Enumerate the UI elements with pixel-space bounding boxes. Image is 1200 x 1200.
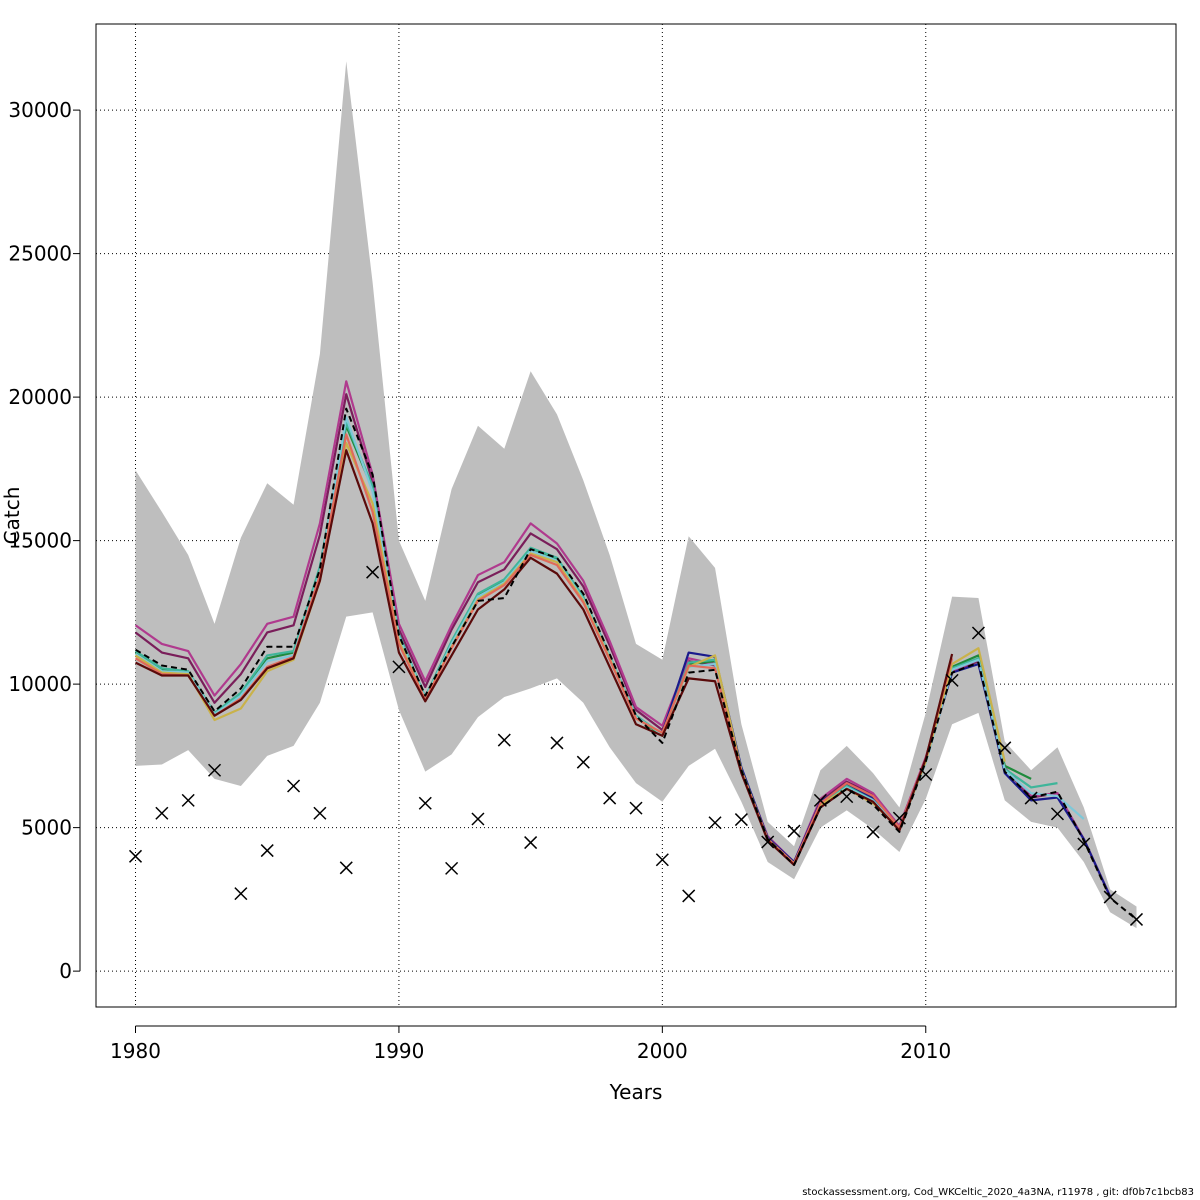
observation-stroke (892, 811, 906, 825)
observation-point-2014 (1024, 791, 1038, 805)
observation-stroke (366, 565, 380, 579)
observation-stroke (655, 853, 669, 867)
y-tick-label-30000: 30000 (8, 98, 72, 122)
observation-stroke (471, 812, 485, 826)
observation-point-1985 (260, 844, 274, 858)
axes: 1980 1990 2000 2010 0 5000 10000 15000 20000 2500… (8, 98, 951, 1063)
observation-stroke (840, 790, 854, 804)
observation-point-1984 (234, 887, 248, 901)
x-tick-label-1980: 1980 (110, 1039, 161, 1063)
x-tick-label-1990: 1990 (373, 1039, 424, 1063)
observation-point-1986 (287, 779, 301, 793)
observation-point-1995 (524, 836, 538, 850)
observation-point-1992 (445, 861, 459, 875)
y-tick-label-5000: 5000 (21, 816, 72, 840)
observation-stroke (813, 793, 827, 807)
observation-point-2017 (1103, 890, 1117, 904)
observation-point-2005 (787, 824, 801, 838)
observation-point-1999 (629, 801, 643, 815)
y-tick-label-25000: 25000 (8, 242, 72, 266)
observation-stroke (682, 889, 696, 903)
observation-point-2010 (919, 767, 933, 782)
y-tick-label-0: 0 (59, 959, 72, 983)
observation-stroke (208, 763, 222, 777)
y-tick-label-20000: 20000 (8, 385, 72, 409)
observation-point-1987 (313, 806, 327, 820)
observation-point-1983 (208, 763, 222, 777)
observation-stroke (181, 793, 195, 807)
observation-stroke (418, 796, 432, 810)
observation-point-1988 (339, 861, 353, 875)
observation-stroke (1077, 837, 1091, 851)
observation-point-2011 (945, 673, 959, 687)
observation-stroke (1050, 807, 1064, 821)
y-axis-title: Catch (0, 487, 24, 545)
observation-stroke (313, 806, 327, 820)
observation-stroke (287, 779, 301, 793)
plot-frame (95, 23, 1177, 1008)
observation-point-2002 (708, 816, 722, 830)
observation-point-2000 (655, 853, 669, 867)
observation-point-2003 (734, 813, 748, 827)
observation-stroke (1103, 890, 1117, 904)
observation-stroke (971, 626, 985, 640)
observation-stroke (761, 835, 775, 849)
observation-stroke (550, 736, 564, 750)
observation-stroke (787, 824, 801, 838)
series-line-8 (134, 433, 954, 865)
observation-point-2012 (971, 626, 985, 640)
observation-stroke (524, 836, 538, 850)
observation-point-1998 (603, 791, 617, 805)
series-line-estimate (134, 407, 1138, 921)
observation-point-2013 (998, 741, 1012, 755)
observation-stroke (445, 861, 459, 875)
observation-stroke (866, 825, 880, 839)
observation-point-1997 (576, 755, 590, 769)
observation-point-2004 (761, 835, 775, 849)
observation-stroke (603, 791, 617, 805)
observation-point-1981 (155, 806, 169, 820)
observation-stroke (392, 660, 406, 674)
observation-point-1991 (418, 796, 432, 810)
observation-stroke (1024, 791, 1038, 805)
y-tick-label-15000: 15000 (8, 529, 72, 553)
observation-stroke (497, 733, 511, 747)
observation-stroke (734, 813, 748, 827)
x-axis-title: Years (609, 1080, 663, 1104)
observation-stroke (998, 741, 1012, 755)
observation-point-2008 (866, 825, 880, 839)
observation-point-2015 (1050, 807, 1064, 821)
observation-stroke (128, 849, 143, 863)
y-tick-label-10000: 10000 (8, 672, 72, 696)
observation-point-1982 (181, 793, 195, 807)
observation-point-2006 (813, 793, 827, 807)
x-tick-label-2010: 2010 (900, 1039, 951, 1063)
observation-point-2001 (682, 889, 696, 903)
observation-stroke (945, 673, 959, 687)
observation-point-2016 (1077, 837, 1091, 851)
observation-point-2009 (892, 811, 906, 825)
observation-stroke (708, 816, 722, 830)
observation-stroke (629, 801, 643, 815)
observation-point-1993 (471, 812, 485, 826)
observation-point-1990 (392, 660, 406, 674)
observation-point-2007 (840, 790, 854, 804)
x-tick-label-2000: 2000 (637, 1039, 688, 1063)
observation-point-1994 (497, 733, 511, 747)
observation-stroke (155, 806, 169, 820)
observation-stroke (339, 861, 353, 875)
observation-point-1996 (550, 736, 564, 750)
observation-stroke (919, 767, 933, 782)
observation-markers (128, 565, 1144, 926)
observation-stroke (1129, 912, 1144, 926)
observation-stroke (234, 887, 248, 901)
observation-point-1980 (128, 849, 143, 863)
observation-stroke (576, 755, 590, 769)
footer-credit: stockassessment.org, Cod_WKCeltic_2020_4… (802, 1187, 1194, 1198)
observation-point-1989 (366, 565, 380, 579)
observation-point-2018 (1129, 912, 1144, 926)
observation-stroke (260, 844, 274, 858)
